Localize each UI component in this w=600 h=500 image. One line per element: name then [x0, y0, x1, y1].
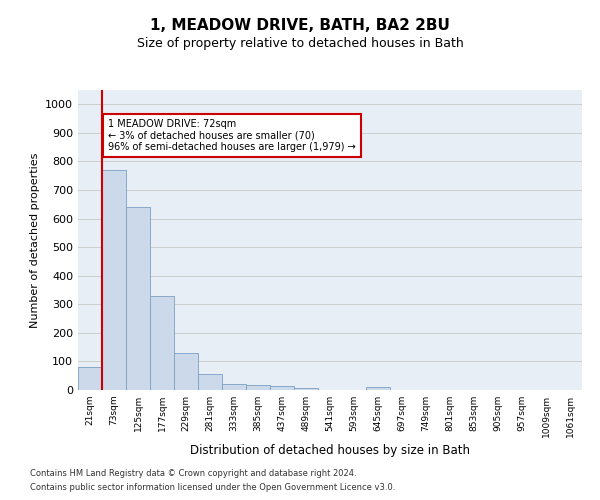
Bar [126, 207, 150, 390]
Bar [270, 386, 294, 390]
Text: 1, MEADOW DRIVE, BATH, BA2 2BU: 1, MEADOW DRIVE, BATH, BA2 2BU [150, 18, 450, 32]
Bar [294, 388, 318, 390]
Bar [102, 170, 126, 390]
Bar [246, 385, 270, 390]
Bar [198, 374, 222, 390]
Bar [366, 387, 390, 390]
Text: Contains public sector information licensed under the Open Government Licence v3: Contains public sector information licen… [30, 484, 395, 492]
X-axis label: Distribution of detached houses by size in Bath: Distribution of detached houses by size … [190, 444, 470, 457]
Text: 1 MEADOW DRIVE: 72sqm
← 3% of detached houses are smaller (70)
96% of semi-detac: 1 MEADOW DRIVE: 72sqm ← 3% of detached h… [108, 118, 356, 152]
Bar [150, 296, 174, 390]
Bar [222, 384, 246, 390]
Text: Size of property relative to detached houses in Bath: Size of property relative to detached ho… [137, 38, 463, 51]
Text: Contains HM Land Registry data © Crown copyright and database right 2024.: Contains HM Land Registry data © Crown c… [30, 468, 356, 477]
Bar [174, 353, 198, 390]
Bar [78, 367, 102, 390]
Y-axis label: Number of detached properties: Number of detached properties [29, 152, 40, 328]
